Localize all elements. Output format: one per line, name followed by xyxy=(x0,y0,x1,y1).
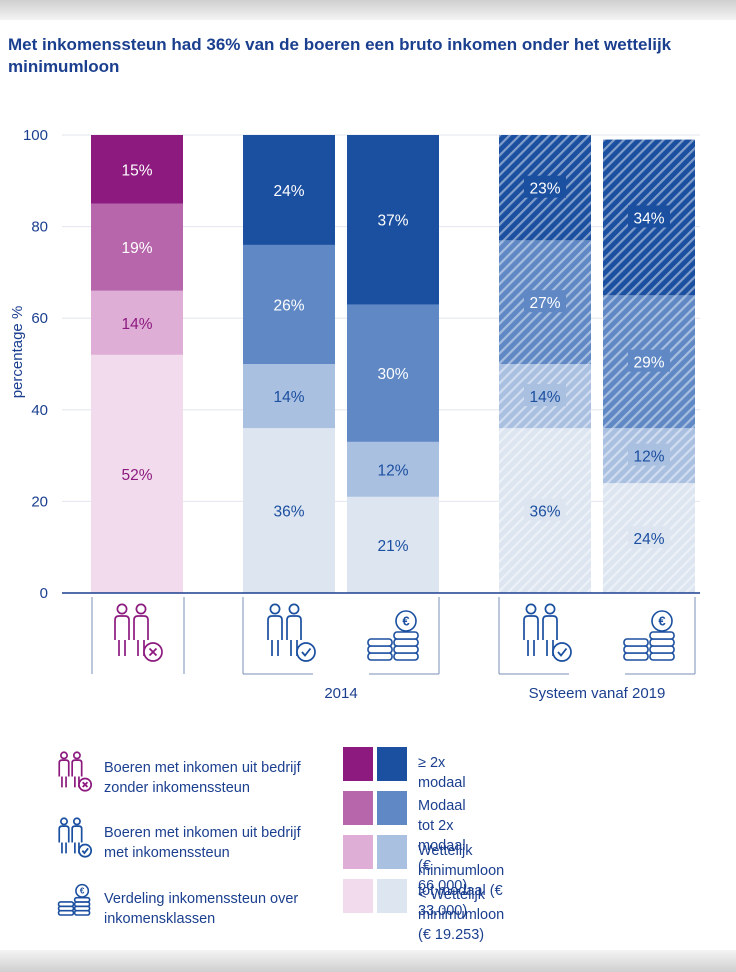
bar-segment xyxy=(347,496,439,593)
svg-text:€: € xyxy=(658,614,665,629)
data-label: 23% xyxy=(529,181,560,198)
farmers-with-support-icon xyxy=(523,603,572,662)
legend-text-coins: Verdeling inkomenssteun over inkomenskla… xyxy=(104,891,299,927)
data-label-background xyxy=(524,384,566,407)
legend-coins-icon: € xyxy=(57,883,91,916)
data-label: 14% xyxy=(529,389,560,406)
group-bracket xyxy=(498,597,696,675)
bar-segment xyxy=(243,364,335,429)
data-label: 24% xyxy=(273,183,304,200)
group-label-2019: Systeem vanaf 2019 xyxy=(529,685,666,702)
legend-swatch-blue xyxy=(377,835,407,869)
legend-label-modaal-2x: Modaal tot 2x modaal (€ 66.000) xyxy=(418,798,468,894)
legend-farmers-with-support-icon xyxy=(58,817,93,858)
legend-swatch-purple xyxy=(343,747,373,781)
bar-segment xyxy=(347,135,439,305)
legend-swatch-blue xyxy=(377,747,407,781)
y-axis-label: percentage % xyxy=(9,306,26,399)
legend-text-without-support: Boeren met inkomen uit bedrijf zonder in… xyxy=(104,760,301,796)
data-label: 15% xyxy=(121,162,152,179)
legend-swatch-blue xyxy=(377,879,407,913)
legend-swatch-blue xyxy=(377,791,407,825)
legend-swatch-purple xyxy=(343,879,373,913)
legend-farmers-without-support-icon xyxy=(58,751,93,792)
bar-segment xyxy=(91,290,183,355)
group-bracket xyxy=(242,597,440,675)
data-label: 14% xyxy=(121,316,152,333)
data-label: 37% xyxy=(377,213,408,230)
bars: 52% 14% 19% 15% 36% 14% 26% 24% 21% 12% 30% 37% 36% 1… xyxy=(91,135,695,593)
legend-label-below-wml: < Wettelijk minimumloon (€ 19.253) xyxy=(418,887,505,943)
bottom-border xyxy=(0,950,736,972)
y-tick-label: 60 xyxy=(31,310,48,327)
bar-segment xyxy=(243,135,335,245)
data-label: 36% xyxy=(273,504,304,521)
data-label: 29% xyxy=(633,355,664,372)
y-tick-label: 80 xyxy=(31,219,48,236)
data-label-background xyxy=(524,498,566,521)
svg-text:€: € xyxy=(402,614,409,629)
coins-icon: € xyxy=(623,610,675,661)
bar-segment xyxy=(347,441,439,497)
chart-title: Met inkomenssteun had 36% van de boeren … xyxy=(8,35,672,76)
group-label-2014: 2014 xyxy=(324,685,357,702)
farmers-without-support-icon xyxy=(114,603,163,662)
data-label: 52% xyxy=(121,467,152,484)
data-label: 12% xyxy=(377,462,408,479)
data-label: 26% xyxy=(273,297,304,314)
legend-swatch-purple xyxy=(343,791,373,825)
legend-swatch-purple xyxy=(343,835,373,869)
data-label: 12% xyxy=(633,449,664,466)
chart-area: 52% 14% 19% 15% 36% 14% 26% 24% 21% 12% 30% 37% 36% 1… xyxy=(9,127,700,702)
svg-text:€: € xyxy=(80,887,85,896)
y-tick-label: 20 xyxy=(31,493,48,510)
category-icons: € € xyxy=(114,603,675,662)
data-label: 14% xyxy=(273,389,304,406)
data-label-background xyxy=(628,205,670,228)
data-label: 24% xyxy=(633,531,664,548)
y-tick-label: 0 xyxy=(40,585,48,602)
y-tick-label: 100 xyxy=(23,127,48,144)
data-label-background xyxy=(628,526,670,549)
y-tick-label: 40 xyxy=(31,402,48,419)
data-label: 34% xyxy=(633,210,664,227)
data-label: 27% xyxy=(529,295,560,312)
legend-label-wml-modaal: Wettelijk minimumloon tot modaal (€ 33.0… xyxy=(418,843,505,919)
coins-icon: € xyxy=(367,610,419,661)
bar-segment xyxy=(243,244,335,364)
bar-segment xyxy=(243,428,335,593)
bar-segment xyxy=(91,203,183,291)
data-label: 36% xyxy=(529,504,560,521)
top-border xyxy=(0,0,736,20)
data-label-background xyxy=(524,290,566,313)
axes: 0 20 40 60 80 100 percentage % 2014 Systeem vana… xyxy=(9,127,700,702)
legend-label-2x-modaal: ≥ 2x modaal xyxy=(418,755,466,791)
data-label: 30% xyxy=(377,366,408,383)
data-label-background xyxy=(628,443,670,466)
data-label: 21% xyxy=(377,538,408,555)
farmers-with-support-icon xyxy=(267,603,316,662)
bar-segment xyxy=(91,354,183,593)
group-bracket xyxy=(91,597,185,674)
data-label: 19% xyxy=(121,240,152,257)
legend-text-with-support: Boeren met inkomen uit bedrijf met inkom… xyxy=(104,825,301,861)
bar-segment xyxy=(347,304,439,442)
bar-segment xyxy=(91,135,183,204)
data-label-background xyxy=(628,349,670,372)
data-label-background xyxy=(524,175,566,198)
